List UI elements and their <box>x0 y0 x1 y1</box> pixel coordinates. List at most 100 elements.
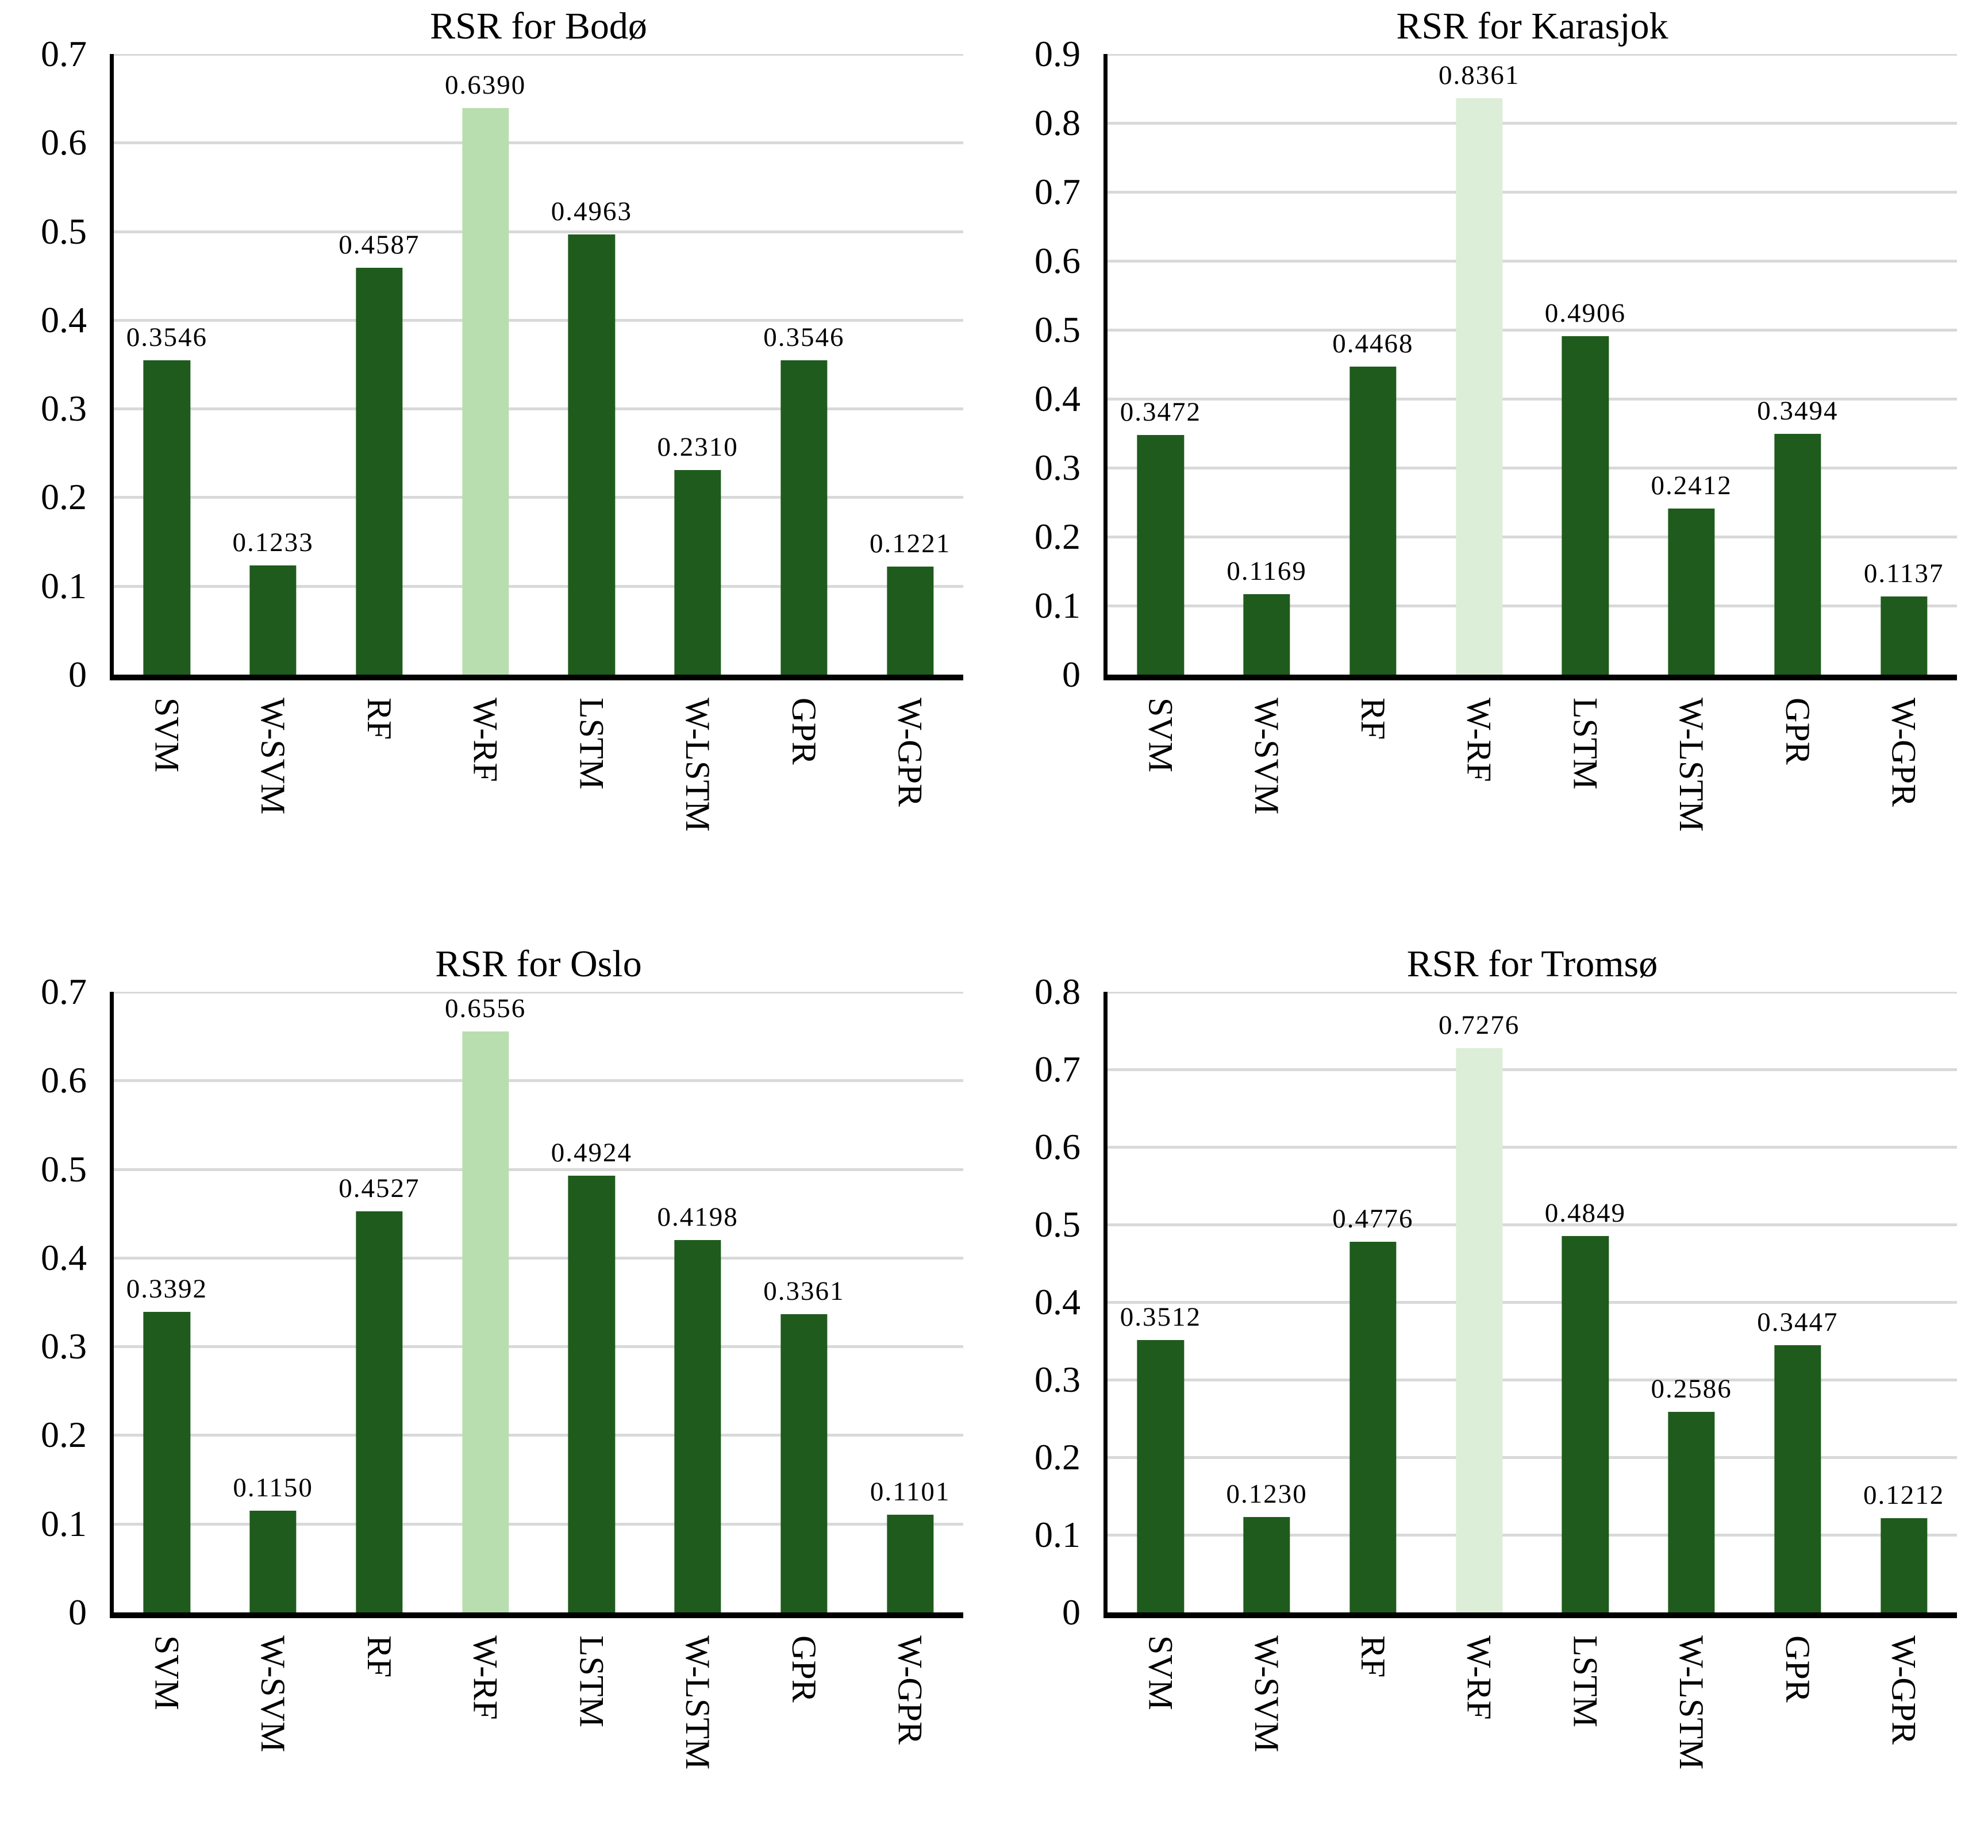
x-label-slot: W-RF <box>432 1635 539 1842</box>
bar-slot: 0.4198 <box>645 992 751 1612</box>
bar <box>1243 594 1290 675</box>
bar-value-label: 0.4198 <box>657 1202 739 1233</box>
bar-slot: 0.6556 <box>432 992 539 1612</box>
bar-slot: 0.6390 <box>432 54 539 675</box>
plot-area: 0.3512 0.1230 0.4776 0.7276 0.4849 0.2586 0.34… <box>1103 992 1957 1618</box>
gridline <box>114 54 963 56</box>
y-tick-label: 0 <box>1062 1592 1080 1633</box>
gridline <box>1108 1534 1957 1537</box>
x-label-slot: W-SVM <box>220 698 326 904</box>
x-category-label: GPR <box>1778 1635 1817 1703</box>
bars-layer: 0.3512 0.1230 0.4776 0.7276 0.4849 0.2586 0.34… <box>1108 992 1957 1612</box>
bar-value-label: 0.4924 <box>551 1138 632 1168</box>
chart-title: RSR for Oslo <box>435 943 642 985</box>
bar-slot: 0.3512 <box>1108 992 1214 1612</box>
chart-body: 0 0.1 0.2 0.3 0.4 0.5 0.6 0.7 0.3392 0.1150 0.452… <box>3 973 989 1631</box>
gridline <box>114 1256 963 1260</box>
y-tick-label: 0.2 <box>41 476 87 518</box>
y-tick-label: 0.7 <box>1035 171 1080 212</box>
x-category-label: W-GPR <box>1885 1635 1923 1745</box>
bar-slot: 0.1221 <box>857 54 963 675</box>
x-category-label: W-LSTM <box>1672 698 1711 832</box>
gridline <box>114 230 963 233</box>
x-category-label: GPR <box>785 1635 823 1703</box>
y-axis-tick-labels: 0 0.1 0.2 0.3 0.4 0.5 0.6 0.7 0.8 0.9 <box>997 36 1103 693</box>
y-tick-label: 0.5 <box>41 210 87 252</box>
bar <box>143 360 191 675</box>
bar-highlighted <box>1455 1048 1503 1612</box>
x-label-slot: RF <box>1320 1635 1426 1842</box>
y-tick-label: 0.3 <box>1035 1359 1080 1400</box>
x-label-slot: W-GPR <box>1851 698 1957 904</box>
x-axis-category-labels: SVM W-SVM RF W-RF LSTM W-LSTM GPR W-GPR <box>114 680 963 904</box>
y-tick-label: 0.7 <box>41 971 87 1012</box>
x-label-slot: LSTM <box>539 698 645 904</box>
bar <box>1880 1518 1928 1612</box>
y-tick-label: 0.6 <box>1035 1126 1080 1167</box>
bar-chart: RSR for Tromsø 0 0.1 0.2 0.3 0.4 0.5 0.6 0.7 0.8… <box>997 941 1983 1842</box>
bar <box>1137 435 1185 675</box>
bar-slot: 0.1230 <box>1214 992 1320 1612</box>
gridline <box>114 496 963 499</box>
bar-slot: 0.3392 <box>114 992 220 1612</box>
bar-value-label: 0.2586 <box>1651 1373 1732 1404</box>
bar-value-label: 0.8361 <box>1439 60 1520 90</box>
bar-highlighted <box>1455 98 1503 675</box>
x-category-label: SVM <box>148 698 186 773</box>
y-tick-label: 0.9 <box>1035 33 1080 74</box>
bar-value-label: 0.2412 <box>1651 470 1732 500</box>
bars-layer: 0.3392 0.1150 0.4527 0.6556 0.4924 0.4198 0.33… <box>114 992 963 1612</box>
x-category-label: SVM <box>1141 698 1180 773</box>
gridline <box>114 1434 963 1437</box>
bar <box>143 1311 191 1612</box>
bar-value-label: 0.3546 <box>763 322 845 352</box>
x-label-slot: W-GPR <box>857 698 963 904</box>
bar-slot: 0.3447 <box>1745 992 1851 1612</box>
x-label-slot: W-RF <box>1426 698 1532 904</box>
gridline <box>1108 122 1957 125</box>
x-label-slot: GPR <box>751 1635 858 1842</box>
gridline <box>114 141 963 145</box>
x-label-slot: W-SVM <box>220 1635 326 1842</box>
x-category-label: W-GPR <box>891 698 929 807</box>
chart-title: RSR for Tromsø <box>1406 943 1658 985</box>
bar-value-label: 0.6390 <box>445 70 526 101</box>
bar-slot: 0.3361 <box>751 992 858 1612</box>
y-tick-label: 0.5 <box>41 1148 87 1189</box>
bar-value-label: 0.3392 <box>126 1273 207 1304</box>
bar-value-label: 0.6556 <box>445 993 526 1023</box>
bar <box>674 469 721 675</box>
y-tick-label: 0.2 <box>1035 1437 1080 1477</box>
bar <box>1562 1236 1609 1612</box>
plot-area: 0.3546 0.1233 0.4587 0.6390 0.4963 0.2310 0.35… <box>110 54 963 680</box>
gridline <box>1108 54 1957 56</box>
bar <box>249 565 297 675</box>
gridline <box>1108 1223 1957 1226</box>
bar-value-label: 0.3361 <box>763 1276 845 1307</box>
gridline <box>1108 536 1957 539</box>
gridline <box>1108 1379 1957 1381</box>
chart-body: 0 0.1 0.2 0.3 0.4 0.5 0.6 0.7 0.8 0.3512 0.1230 0.… <box>997 973 1983 1631</box>
bar <box>1349 1242 1397 1612</box>
x-label-slot: W-SVM <box>1214 1635 1320 1842</box>
x-label-slot: GPR <box>751 698 858 904</box>
bar-slot: 0.1233 <box>220 54 326 675</box>
gridline <box>1108 329 1957 332</box>
y-tick-label: 0.3 <box>41 1326 87 1367</box>
x-label-slot: W-LSTM <box>645 698 751 904</box>
gridline <box>1108 467 1957 470</box>
bar-value-label: 0.1233 <box>232 527 314 557</box>
bar-value-label: 0.4468 <box>1332 328 1414 359</box>
bar-chart: RSR for Karasjok 0 0.1 0.2 0.3 0.4 0.5 0.6 0.7 0… <box>997 3 1983 904</box>
bar-value-label: 0.1221 <box>870 528 951 559</box>
bar-slot: 0.8361 <box>1426 54 1532 675</box>
bar-value-label: 0.1230 <box>1226 1479 1308 1509</box>
gridline <box>114 407 963 411</box>
y-tick-label: 0.8 <box>1035 102 1080 143</box>
y-axis-tick-labels: 0 0.1 0.2 0.3 0.4 0.5 0.6 0.7 0.8 <box>997 973 1103 1631</box>
chart-title: RSR for Bodø <box>430 5 647 47</box>
x-label-slot: W-GPR <box>1851 1635 1957 1842</box>
bar-slot: 0.1150 <box>220 992 326 1612</box>
x-category-label: RF <box>1353 698 1392 740</box>
bar-slot: 0.2310 <box>645 54 751 675</box>
